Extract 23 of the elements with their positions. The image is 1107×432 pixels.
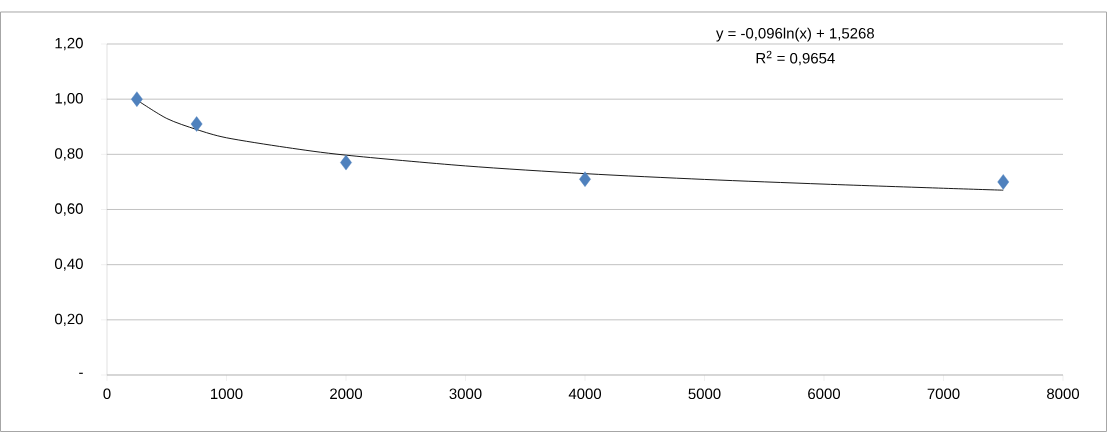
x-tick-label: 5000 <box>688 388 721 400</box>
y-tick-label: 0,80 <box>54 148 83 161</box>
x-tick-label: 3000 <box>449 388 482 400</box>
x-tick-label: 0 <box>103 388 111 400</box>
point <box>997 174 1010 190</box>
y-tick-label: 0,20 <box>54 313 83 326</box>
y-tick-label: 0,40 <box>54 258 83 271</box>
y-tick-label: 0,60 <box>54 203 83 216</box>
point <box>340 154 352 171</box>
x-tick-label: 1000 <box>211 388 243 400</box>
y-tick-label: - <box>79 372 83 374</box>
point <box>190 116 203 132</box>
x-tick-label: 2000 <box>330 388 363 400</box>
x-tick-label: 6000 <box>808 388 841 400</box>
point <box>131 91 143 107</box>
annotation: R$^{2}$ = 0,9654 <box>756 50 835 66</box>
x-tick-label: 7000 <box>927 388 960 400</box>
y-tick-label: 1,00 <box>55 92 83 106</box>
x-tick-label: 4000 <box>568 388 602 400</box>
x-tick-label: 8000 <box>1047 388 1080 400</box>
point <box>579 171 591 187</box>
text: y = -0,096ln(x) + 1,5268 <box>716 27 874 42</box>
y-tick-label: 1,20 <box>55 37 83 51</box>
